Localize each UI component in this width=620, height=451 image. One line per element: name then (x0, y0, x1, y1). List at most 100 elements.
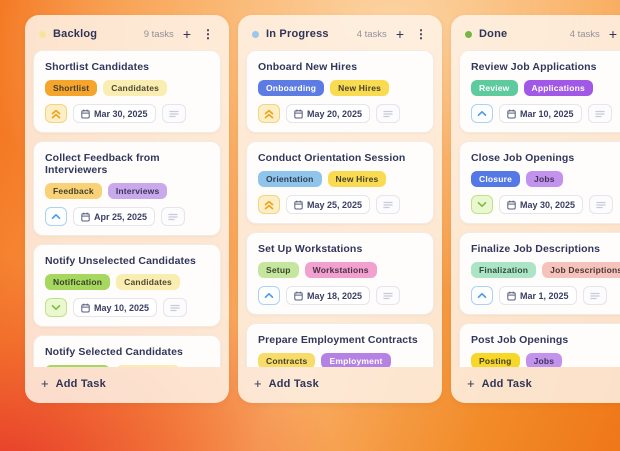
task-card[interactable]: Shortlist Candidates Shortlist Candidate… (33, 50, 221, 133)
due-date: May 30, 2025 (520, 199, 576, 210)
calendar-icon (81, 212, 90, 222)
due-date-chip: May 30, 2025 (499, 195, 584, 214)
task-card[interactable]: Close Job Openings Closure Jobs (459, 141, 620, 224)
task-card[interactable]: Post Job Openings Posting Jobs (459, 323, 620, 367)
task-title: Shortlist Candidates (45, 61, 150, 73)
task-title: Notify Selected Candidates (45, 346, 183, 358)
task-card[interactable]: Collect Feedback from Interviewers Feedb… (33, 141, 221, 236)
tag-list: Setup Workstations (258, 262, 422, 278)
add-task-label: Add Task (55, 377, 106, 390)
task-card[interactable]: Prepare Employment Contracts Contracts E… (246, 323, 434, 367)
calendar-icon (507, 109, 516, 119)
chevron-up-icon (264, 292, 274, 299)
column-header: Done 4 tasks + ⋮ (451, 15, 620, 50)
text-lines-icon (168, 110, 179, 118)
plus-icon: + (41, 376, 49, 391)
task-card[interactable]: Notify Unselected Candidates Notificatio… (33, 244, 221, 327)
plus-icon: + (254, 376, 262, 391)
due-date: May 20, 2025 (307, 108, 363, 119)
add-card-button[interactable]: + (182, 26, 191, 42)
due-date: May 10, 2025 (94, 302, 150, 313)
tag-badge: Closure (471, 171, 521, 187)
task-card[interactable]: Set Up Workstations Setup Workstations (246, 232, 434, 315)
add-card-button[interactable]: + (395, 26, 404, 42)
card-footer: May 10, 2025 (45, 298, 209, 317)
tag-list: Finalization Job Descriptions (471, 262, 620, 278)
add-task-button[interactable]: + Add Task (25, 367, 229, 403)
card-footer: Mar 30, 2025 (45, 104, 209, 123)
task-title: Review Job Applications (471, 61, 597, 73)
card-footer: Mar 1, 2025 (471, 286, 620, 305)
column-header: Backlog 9 tasks + ⋮ (25, 15, 229, 50)
kanban-board: Backlog 9 tasks + ⋮ Shortlist Candidates… (25, 15, 620, 403)
tag-list: Onboarding New Hires (258, 80, 422, 96)
priority-medium-chip (471, 286, 493, 305)
task-card[interactable]: Conduct Orientation Session Orientation … (246, 141, 434, 224)
task-card[interactable]: Notify Selected Candidates Notification … (33, 335, 221, 367)
add-task-button[interactable]: + Add Task (451, 367, 620, 403)
notes-chip (376, 104, 401, 123)
tag-badge: Employment (321, 353, 391, 367)
plus-icon: + (467, 376, 475, 391)
tag-list: Contracts Employment (258, 353, 422, 367)
add-task-button[interactable]: + Add Task (238, 367, 442, 403)
tag-badge: Workstations (304, 262, 377, 278)
tag-badge: Interviews (107, 183, 168, 199)
kanban-column-done: Done 4 tasks + ⋮ Review Job Applications… (451, 15, 620, 403)
column-menu-icon[interactable]: ⋮ (202, 27, 214, 41)
tag-badge: Review (471, 80, 518, 96)
task-title: Collect Feedback from Interviewers (45, 152, 160, 176)
task-title: Post Job Openings (471, 334, 569, 346)
due-date: Mar 30, 2025 (94, 108, 148, 119)
chevron-down-icon (51, 304, 61, 311)
tag-badge: Feedback (45, 183, 102, 199)
task-card[interactable]: Onboard New Hires Onboarding New Hires (246, 50, 434, 133)
task-title: Finalize Job Descriptions (471, 243, 601, 255)
task-title: Conduct Orientation Session (258, 152, 406, 164)
notes-chip (589, 195, 614, 214)
tag-badge: Contracts (258, 353, 316, 367)
tag-badge: Jobs (526, 171, 563, 187)
tag-badge: Jobs (525, 353, 563, 367)
text-lines-icon (168, 213, 178, 221)
tag-list: Orientation New Hires (258, 171, 422, 187)
text-lines-icon (383, 201, 393, 209)
add-card-button[interactable]: + (608, 26, 617, 42)
task-card[interactable]: Review Job Applications Review Applicati… (459, 50, 620, 133)
calendar-icon (81, 109, 90, 119)
tag-badge: Orientation (258, 171, 322, 187)
calendar-icon (294, 291, 303, 301)
card-footer: Apr 25, 2025 (45, 207, 209, 226)
tag-badge: Posting (471, 353, 520, 367)
due-date-chip: May 18, 2025 (286, 286, 371, 305)
due-date-chip: May 10, 2025 (73, 298, 158, 317)
tag-badge: Setup (258, 262, 299, 278)
column-status-dot (252, 30, 259, 38)
text-lines-icon (596, 201, 606, 209)
notes-chip (163, 298, 188, 317)
column-menu-icon[interactable]: ⋮ (415, 27, 427, 41)
due-date-chip: Apr 25, 2025 (73, 207, 156, 226)
tag-badge: Candidates (103, 80, 168, 96)
tag-list: Feedback Interviews (45, 183, 209, 199)
tag-list: Notification Candidates (45, 365, 209, 367)
task-card[interactable]: Finalize Job Descriptions Finalization J… (459, 232, 620, 315)
task-title: Prepare Employment Contracts (258, 334, 418, 346)
chevron-down-icon (477, 201, 487, 208)
column-title: Done (479, 28, 508, 40)
task-title: Notify Unselected Candidates (45, 255, 196, 267)
tag-list: Closure Jobs (471, 171, 620, 187)
card-footer: May 25, 2025 (258, 195, 422, 214)
card-footer: May 30, 2025 (471, 195, 620, 214)
tag-badge: Applications (523, 80, 593, 96)
tag-badge: Onboarding (258, 80, 325, 96)
calendar-icon (294, 200, 303, 210)
text-lines-icon (383, 110, 393, 118)
calendar-icon (294, 109, 303, 119)
card-footer: May 20, 2025 (258, 104, 422, 123)
notes-chip (376, 195, 401, 214)
priority-medium-chip (258, 286, 280, 305)
priority-low-chip (45, 298, 67, 317)
cards-list: Onboard New Hires Onboarding New Hires (238, 50, 442, 367)
card-footer: Mar 10, 2025 (471, 104, 620, 123)
